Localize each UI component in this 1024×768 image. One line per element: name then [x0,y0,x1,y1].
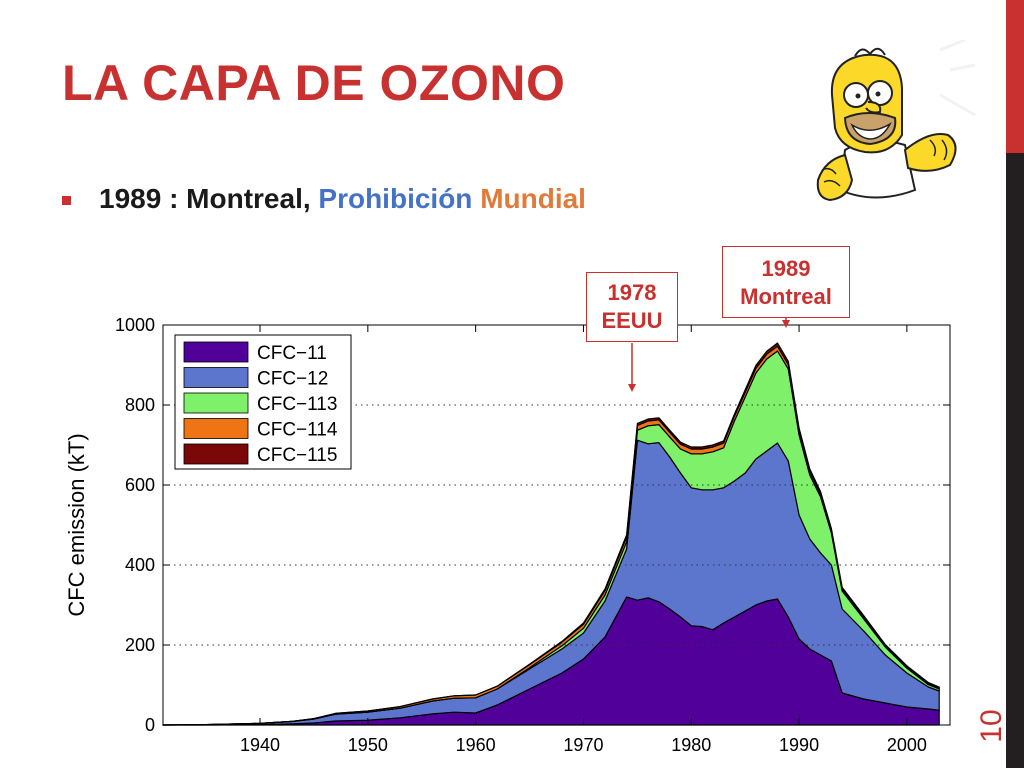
sidebar-accent-dark [1006,153,1024,768]
legend-label: CFC−114 [257,420,338,441]
page-number: 10 [975,709,1008,743]
square-bullet-icon [62,195,71,205]
x-tick-label: 1940 [240,735,280,755]
legend-swatch [183,418,249,439]
callout-1989-label: Montreal [740,284,832,309]
sidebar-accent-red [1006,0,1024,153]
arrow-1978-head [628,384,636,392]
area-series-cfc-115 [162,342,940,726]
legend-label: CFC−11 [257,343,327,364]
legend-label: CFC−115 [257,445,337,466]
legend-label: CFC−113 [257,394,337,415]
callout-1989-year: 1989 [761,256,811,281]
y-tick-label: 400 [125,555,155,575]
bullet-text-blue: Prohibición [318,183,481,214]
bullet-item: 1989 : Montreal, Prohibición Mundial [62,183,586,215]
callout-1978-year: 1978 [607,280,657,305]
x-tick-label: 1970 [563,735,603,755]
bullet-text-main: 1989 : Montreal, [99,183,319,214]
x-tick-label: 1950 [348,735,388,755]
plot-frame [162,324,951,726]
x-tick-label: 1980 [671,735,711,755]
cartoon-character-icon [816,40,976,202]
callout-1989: 1989 Montreal [722,246,850,318]
x-tick-label: 1960 [456,735,496,755]
bullet-text-orange: Mundial [480,183,586,214]
x-tick-label: 2000 [887,735,927,755]
callout-1978: 1978 EEUU [586,272,678,342]
legend-swatch [183,392,249,414]
legend-label: CFC−12 [257,369,328,390]
y-tick-label: 1000 [115,315,155,335]
callout-1978-label: EEUU [601,308,663,333]
legend-swatch [183,341,249,363]
y-tick-label: 200 [125,635,155,655]
cfc-emission-chart: 0 200 400 600 800 1000 1940 1950 1960 1970 1980 199… [64,315,951,755]
y-tick-label: 0 [145,715,155,735]
y-tick-label: 600 [125,475,155,495]
y-tick-label: 800 [125,395,155,415]
slide-title: LA CAPA DE OZONO [62,55,566,111]
arrow-1989-head [782,320,790,328]
x-tick-label: 1990 [779,735,819,755]
y-axis-label: CFC emission (kT) [64,433,89,616]
legend-swatch [183,367,249,388]
legend-swatch [183,443,249,465]
